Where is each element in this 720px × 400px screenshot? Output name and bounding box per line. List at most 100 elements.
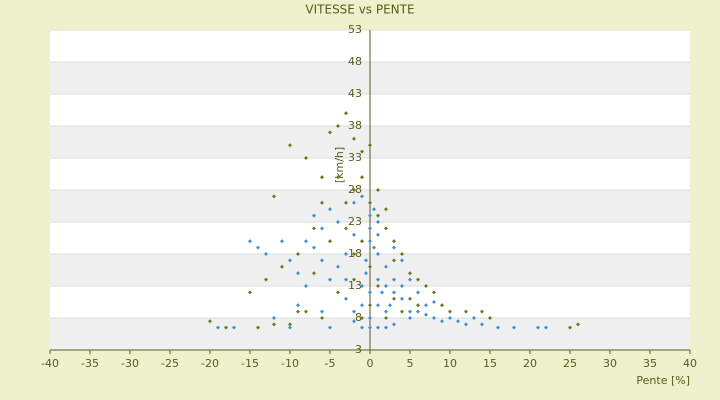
scatter-point xyxy=(344,200,348,205)
scatter-point xyxy=(400,309,404,314)
x-tick-label: 35 xyxy=(643,357,657,370)
scatter-point xyxy=(320,175,324,180)
x-tick-label: -30 xyxy=(121,357,139,370)
scatter-point xyxy=(376,252,380,256)
scatter-point xyxy=(344,226,348,231)
scatter-point xyxy=(360,303,364,308)
scatter-point xyxy=(272,322,276,327)
x-tick-label: -35 xyxy=(81,357,99,370)
scatter-point xyxy=(336,124,340,128)
scatter-point xyxy=(424,303,428,308)
scatter-point xyxy=(544,325,548,330)
scatter-point xyxy=(488,316,492,320)
scatter-point xyxy=(320,309,324,314)
scatter-point xyxy=(416,309,420,314)
scatter-point xyxy=(352,277,356,282)
x-tick-label: 40 xyxy=(683,357,697,370)
scatter-point xyxy=(372,245,376,250)
scatter-point xyxy=(376,232,380,237)
scatter-point xyxy=(304,239,308,244)
scatter-point xyxy=(384,284,388,288)
y-axis-title: [km/h] xyxy=(333,147,346,183)
scatter-point xyxy=(364,271,368,276)
scatter-point xyxy=(288,258,292,263)
scatter-point xyxy=(376,284,380,288)
scatter-point xyxy=(360,325,364,330)
scatter-point xyxy=(464,309,468,314)
scatter-point xyxy=(264,252,268,256)
scatter-point xyxy=(416,290,420,295)
scatter-point xyxy=(368,213,372,218)
scatter-point xyxy=(388,303,392,308)
scatter-point xyxy=(264,277,268,282)
scatter-point xyxy=(352,309,356,314)
scatter-point xyxy=(304,156,308,160)
x-tick-label: 0 xyxy=(367,357,374,370)
scatter-point xyxy=(400,296,404,301)
scatter-point xyxy=(448,309,452,314)
scatter-point xyxy=(280,239,284,244)
x-tick-label: -5 xyxy=(325,357,336,370)
scatter-point xyxy=(280,264,284,269)
scatter-point xyxy=(328,325,332,330)
scatter-point xyxy=(512,325,516,330)
scatter-point xyxy=(320,316,324,320)
scatter-point xyxy=(376,220,380,224)
scatter-point xyxy=(344,277,348,282)
scatter-point xyxy=(312,226,316,231)
scatter-point xyxy=(372,207,376,212)
scatter-point xyxy=(368,290,372,295)
scatter-point xyxy=(360,284,364,288)
x-tick-label: 25 xyxy=(563,357,577,370)
x-tick-label: 10 xyxy=(443,357,457,370)
scatter-point xyxy=(392,239,396,244)
scatter-point xyxy=(456,319,460,324)
y-tick-label: 43 xyxy=(348,87,362,100)
scatter-point xyxy=(392,296,396,301)
scatter-point xyxy=(384,309,388,314)
scatter-point xyxy=(368,200,372,205)
scatter-point xyxy=(392,290,396,295)
scatter-point xyxy=(304,309,308,314)
scatter-point xyxy=(352,232,356,237)
scatter-point xyxy=(408,296,412,301)
y-tick-label: 33 xyxy=(348,151,362,164)
scatter-point xyxy=(304,284,308,288)
scatter-point xyxy=(496,325,500,330)
scatter-point xyxy=(312,213,316,218)
scatter-point xyxy=(448,316,452,320)
scatter-point xyxy=(296,303,300,308)
x-tick-label: -10 xyxy=(281,357,299,370)
scatter-point xyxy=(224,325,228,330)
scatter-point xyxy=(368,316,372,320)
scatter-point xyxy=(320,200,324,205)
scatter-point xyxy=(336,175,340,180)
scatter-point xyxy=(336,290,340,295)
scatter-point xyxy=(288,322,292,327)
scatter-point xyxy=(408,277,412,282)
scatter-point xyxy=(296,271,300,276)
scatter-point xyxy=(208,319,212,324)
scatter-point xyxy=(360,194,364,199)
scatter-point xyxy=(312,245,316,250)
scatter-point xyxy=(296,309,300,314)
scatter-point xyxy=(288,325,292,330)
scatter-point xyxy=(424,284,428,288)
scatter-point xyxy=(216,325,220,330)
scatter-point xyxy=(380,290,384,295)
scatter-point xyxy=(352,200,356,205)
scatter-point xyxy=(368,264,372,269)
y-tick-label: 8 xyxy=(355,311,362,324)
x-axis-title: Pente [%] xyxy=(636,374,690,387)
scatter-point xyxy=(364,258,368,263)
x-tick-label: -20 xyxy=(201,357,219,370)
scatter-point xyxy=(568,325,572,330)
y-tick-label: 38 xyxy=(348,119,362,132)
y-tick-label: 53 xyxy=(348,23,362,36)
scatter-point xyxy=(376,303,380,308)
scatter-point xyxy=(344,111,348,116)
scatter-point xyxy=(376,213,380,218)
scatter-point xyxy=(256,325,260,330)
scatter-point xyxy=(432,316,436,320)
scatter-point xyxy=(328,277,332,282)
